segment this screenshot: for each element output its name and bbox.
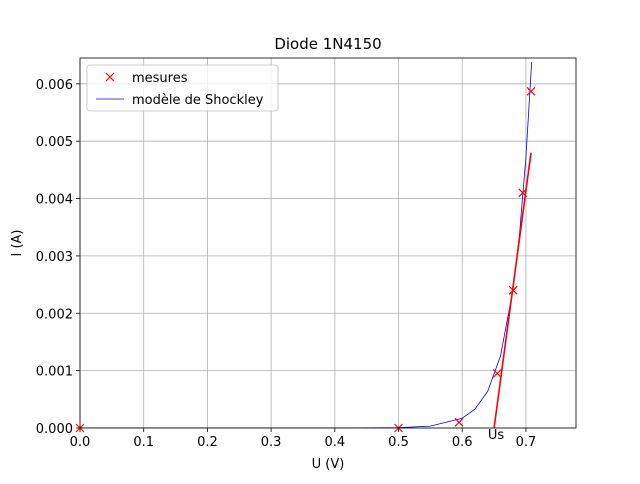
y-tick-label: 0.004	[36, 193, 73, 208]
x-tick-label: 0.7	[516, 435, 537, 450]
x-tick-label: 0.0	[70, 435, 91, 450]
x-axis-label: U (V)	[312, 457, 345, 472]
marker	[508, 285, 518, 295]
y-tick-label: 0.002	[36, 307, 73, 322]
chart-title: Diode 1N4150	[274, 35, 381, 53]
legend-box	[86, 64, 279, 112]
y-tick-label: 0.003	[36, 250, 73, 265]
marker	[492, 369, 502, 378]
legend-label: mesures	[132, 71, 188, 86]
axes-frame	[79, 57, 577, 429]
y-tick-label: 0.001	[36, 365, 73, 380]
x-tick-label: 0.2	[197, 435, 218, 450]
marker	[526, 86, 536, 96]
x-tick-label: 0.1	[133, 435, 154, 450]
marker	[518, 188, 528, 198]
legend-label: modèle de Shockley	[132, 93, 264, 108]
y-tick-label: 0.006	[36, 78, 73, 93]
marker	[454, 417, 464, 427]
legend-marker	[105, 72, 115, 82]
y-tick-label: 0.000	[36, 422, 73, 437]
x-tick-label: 0.6	[452, 435, 473, 450]
x-tick-label: 0.3	[261, 435, 282, 450]
annotation: Us	[488, 428, 505, 443]
x-tick-label: 0.4	[324, 435, 345, 450]
y-tick-label: 0.005	[36, 135, 73, 150]
y-axis-label: I (A)	[10, 229, 25, 256]
x-tick-label: 0.5	[388, 435, 409, 450]
